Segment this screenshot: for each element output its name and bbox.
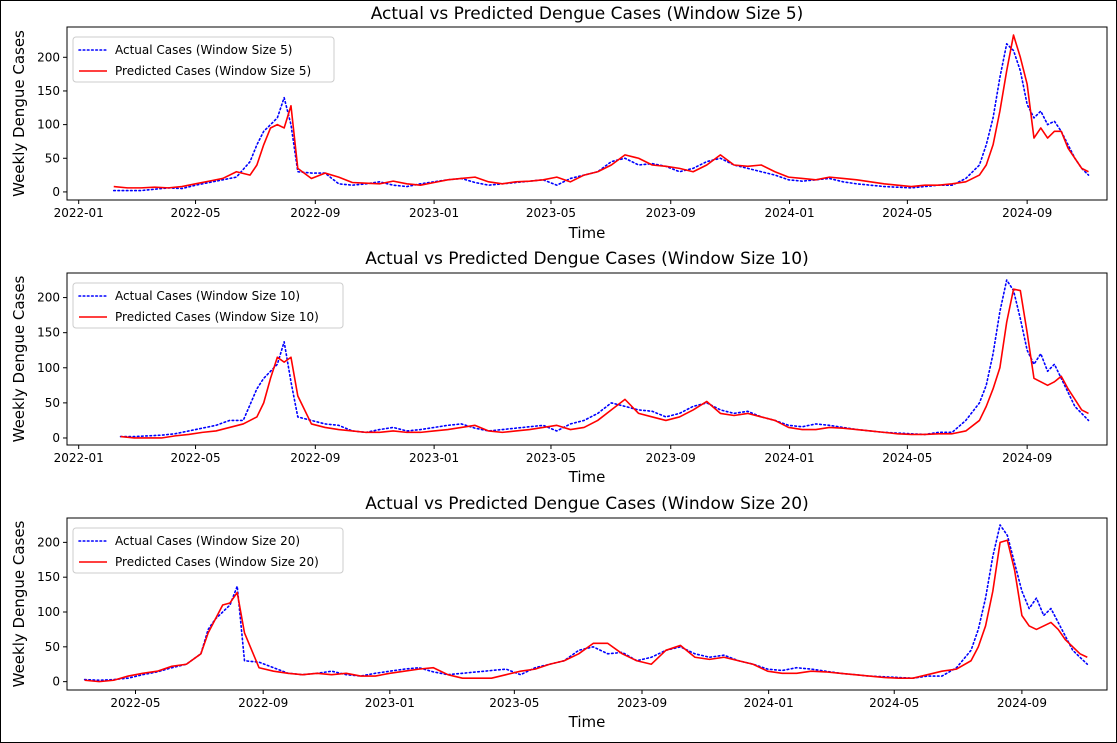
chart-1-legend-label-1: Actual Cases (Window Size 5) [115,43,292,57]
chart-3-x-axis-label: Time [568,713,606,731]
chart-1-y-tick-label: 200 [37,50,60,64]
chart-3-series-actual-line [83,524,1089,682]
chart-3-axes-frame [66,517,1108,691]
chart-3-legend-label-2: Predicted Cases (Window Size 20) [115,555,319,569]
chart-1-x-tick-label: 2024-01 [764,206,814,220]
chart-3-y-tick-label: 50 [45,640,60,654]
chart-2-x-tick-label: 2023-01 [409,451,459,465]
chart-2-y-tick-label: 150 [37,326,60,340]
chart-2-legend: Actual Cases (Window Size 10) Predicted C… [72,282,344,329]
chart-2-y-axis-label: Weekly Dengue Cases [10,275,28,442]
chart-3-series-group [83,524,1089,683]
chart-3-legend-box [72,527,344,574]
chart-3-legend-label-1: Actual Cases (Window Size 20) [115,534,300,548]
chart-1-legend-label-2: Predicted Cases (Window Size 5) [115,64,311,78]
chart-1-x-tick-label: 2023-05 [526,206,576,220]
chart-1-x-axis-label: Time [568,224,606,242]
chart-1-y-tick-label: 150 [37,84,60,98]
chart-1-x-tick-label: 2023-01 [409,206,459,220]
chart-1: Actual vs Predicted Dengue Cases (Window… [10,4,1108,242]
chart-2-x-tick-label: 2023-05 [526,451,576,465]
chart-2-x-tick-label: 2022-05 [170,451,220,465]
chart-2-x-tick-label: 2024-05 [882,451,932,465]
chart-3-x-tick-label: 2023-05 [489,696,539,710]
chart-2-series-predicted-line [120,288,1089,439]
chart-2-legend-box [72,282,344,329]
chart-1-y-tick-label: 0 [52,185,60,199]
chart-3-y-tick-label: 200 [37,535,60,549]
chart-1-series-group [112,34,1090,192]
chart-1-legend-box [72,36,335,83]
chart-1-x-tick-label: 2022-01 [54,206,104,220]
chart-1-x-tick-label: 2024-05 [882,206,932,220]
chart-2-title: Actual vs Predicted Dengue Cases (Window… [365,249,808,269]
chart-3-x-tick-label: 2023-09 [617,696,667,710]
chart-3-x-tick-label: 2023-01 [365,696,415,710]
chart-3-x-tick-label: 2022-09 [238,696,288,710]
chart-1-series-actual-line [112,43,1090,192]
chart-3-legend: Actual Cases (Window Size 20) Predicted C… [72,527,344,574]
chart-2-series-actual-line [119,279,1090,438]
chart-3-y-tick-label: 100 [37,605,60,619]
chart-2-y-tick-label: 100 [37,361,60,375]
chart-1-y-tick-label: 50 [45,151,60,165]
chart-1-y-tick-label: 100 [37,118,60,132]
chart-3-series-predicted-line [84,539,1088,683]
chart-2-y-tick-label: 0 [52,431,60,445]
chart-2-legend-label-1: Actual Cases (Window Size 10) [115,289,300,303]
chart-1-x-tick-label: 2022-09 [290,206,340,220]
chart-2-x-tick-label: 2024-09 [1002,451,1052,465]
chart-2-x-tick-label: 2022-01 [54,451,104,465]
chart-1-x-tick-label: 2024-09 [1002,206,1052,220]
chart-1-x-tick-label: 2022-05 [170,206,220,220]
chart-1-axes-frame [66,26,1108,201]
chart-3-y-axis-label: Weekly Dengue Cases [10,520,28,687]
chart-3-y-tick-label: 0 [52,675,60,689]
chart-1-series-predicted-line [113,34,1089,189]
chart-3-y-tick-label: 150 [37,570,60,584]
chart-1-x-tick-label: 2023-09 [646,206,696,220]
chart-2: Actual vs Predicted Dengue Cases (Window… [10,249,1108,486]
chart-2-series-group [119,279,1090,439]
chart-1-y-axis-label: Weekly Dengue Cases [10,30,28,197]
chart-3: Actual vs Predicted Dengue Cases (Window… [10,494,1108,731]
chart-2-axes-frame [66,272,1108,446]
chart-2-y-tick-label: 200 [37,291,60,305]
chart-3-title: Actual vs Predicted Dengue Cases (Window… [365,494,808,514]
chart-2-x-tick-label: 2024-01 [764,451,814,465]
chart-2-x-tick-label: 2023-09 [646,451,696,465]
chart-3-x-tick-label: 2024-09 [997,696,1047,710]
chart-1-legend: Actual Cases (Window Size 5) Predicted Ca… [72,36,335,83]
chart-2-x-tick-label: 2022-09 [290,451,340,465]
chart-3-x-tick-label: 2022-05 [110,696,160,710]
chart-1-title: Actual vs Predicted Dengue Cases (Window… [371,4,804,24]
chart-3-x-tick-label: 2024-01 [744,696,794,710]
chart-2-x-axis-label: Time [568,468,606,486]
chart-2-legend-label-2: Predicted Cases (Window Size 10) [115,310,319,324]
chart-3-x-tick-label: 2024-05 [869,696,919,710]
chart-2-y-tick-label: 50 [45,396,60,410]
